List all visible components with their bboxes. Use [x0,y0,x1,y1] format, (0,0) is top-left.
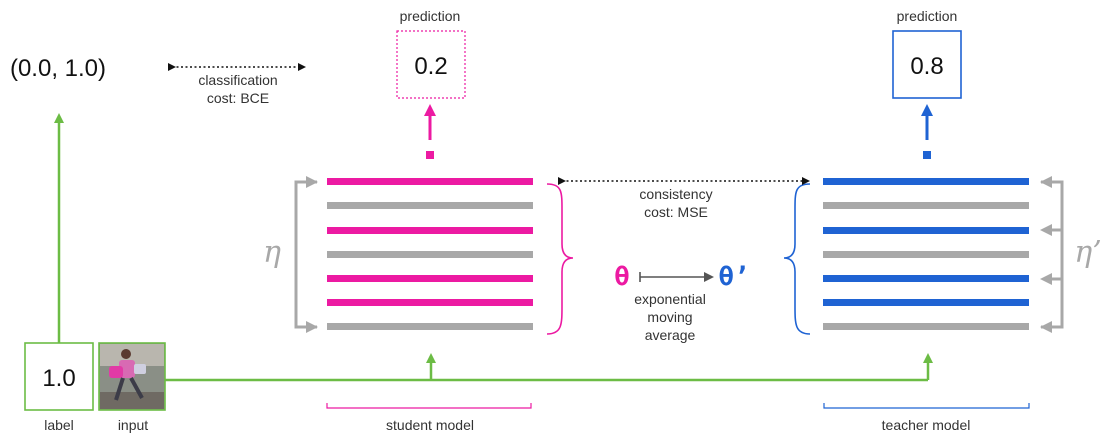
teacher-output-dot [923,151,931,159]
student-prediction-box [396,30,466,99]
teacher-prediction-box [892,30,962,99]
student-layers [327,178,533,330]
classification-cost-line2: cost: BCE [207,90,269,106]
student-model-bracket [326,403,532,409]
teacher-layer-5 [823,275,1029,282]
student-prediction-title: prediction [400,8,461,24]
teacher-model-bracket [823,403,1030,409]
input-flow [165,353,933,382]
student-model-label: student model [386,417,474,433]
teacher-layer-1 [823,178,1029,185]
student-layer-6 [327,299,533,306]
ema-line2: moving [647,309,692,325]
student-noise-bracket [294,176,318,333]
student-prediction-value: 0.2 [414,53,447,80]
ema-line3: average [645,327,696,343]
teacher-layer-6 [823,299,1029,306]
teacher-brace [783,183,811,335]
student-output-dot [426,151,434,159]
student-layer-4 [327,251,533,258]
ema-mapsto-arrow [639,272,714,282]
student-layer-1 [327,178,533,185]
teacher-noise-symbol: η’ [1074,235,1102,270]
teacher-prediction-value: 0.8 [910,53,943,80]
student-theta-symbol: θ [614,262,630,292]
student-brace [546,183,574,335]
label-box-value: 1.0 [42,365,75,392]
student-layer-7 [327,323,533,330]
input-caption: input [118,417,148,433]
teacher-theta-symbol: θ’ [718,262,749,292]
teacher-layer-2 [823,202,1029,209]
consistency-cost-line1: consistency [639,186,712,202]
teacher-layer-4 [823,251,1029,258]
classification-cost-line1: classification [198,72,277,88]
student-layer-2 [327,202,533,209]
student-noise-symbol: η [263,235,281,270]
teacher-layers [823,178,1029,330]
consistency-cost-line2: cost: MSE [644,204,708,220]
teacher-prediction-title: prediction [897,8,958,24]
ema-line1: exponential [634,291,706,307]
teacher-noise-bracket [1040,176,1064,333]
teacher-model-label: teacher model [882,417,971,433]
teacher-layer-3 [823,227,1029,234]
label-tuple: (0.0, 1.0) [10,55,106,82]
label-caption: label [44,417,74,433]
input-image [98,342,166,411]
teacher-layer-7 [823,323,1029,330]
label-box [24,342,94,411]
student-layer-3 [327,227,533,234]
student-layer-5 [327,275,533,282]
